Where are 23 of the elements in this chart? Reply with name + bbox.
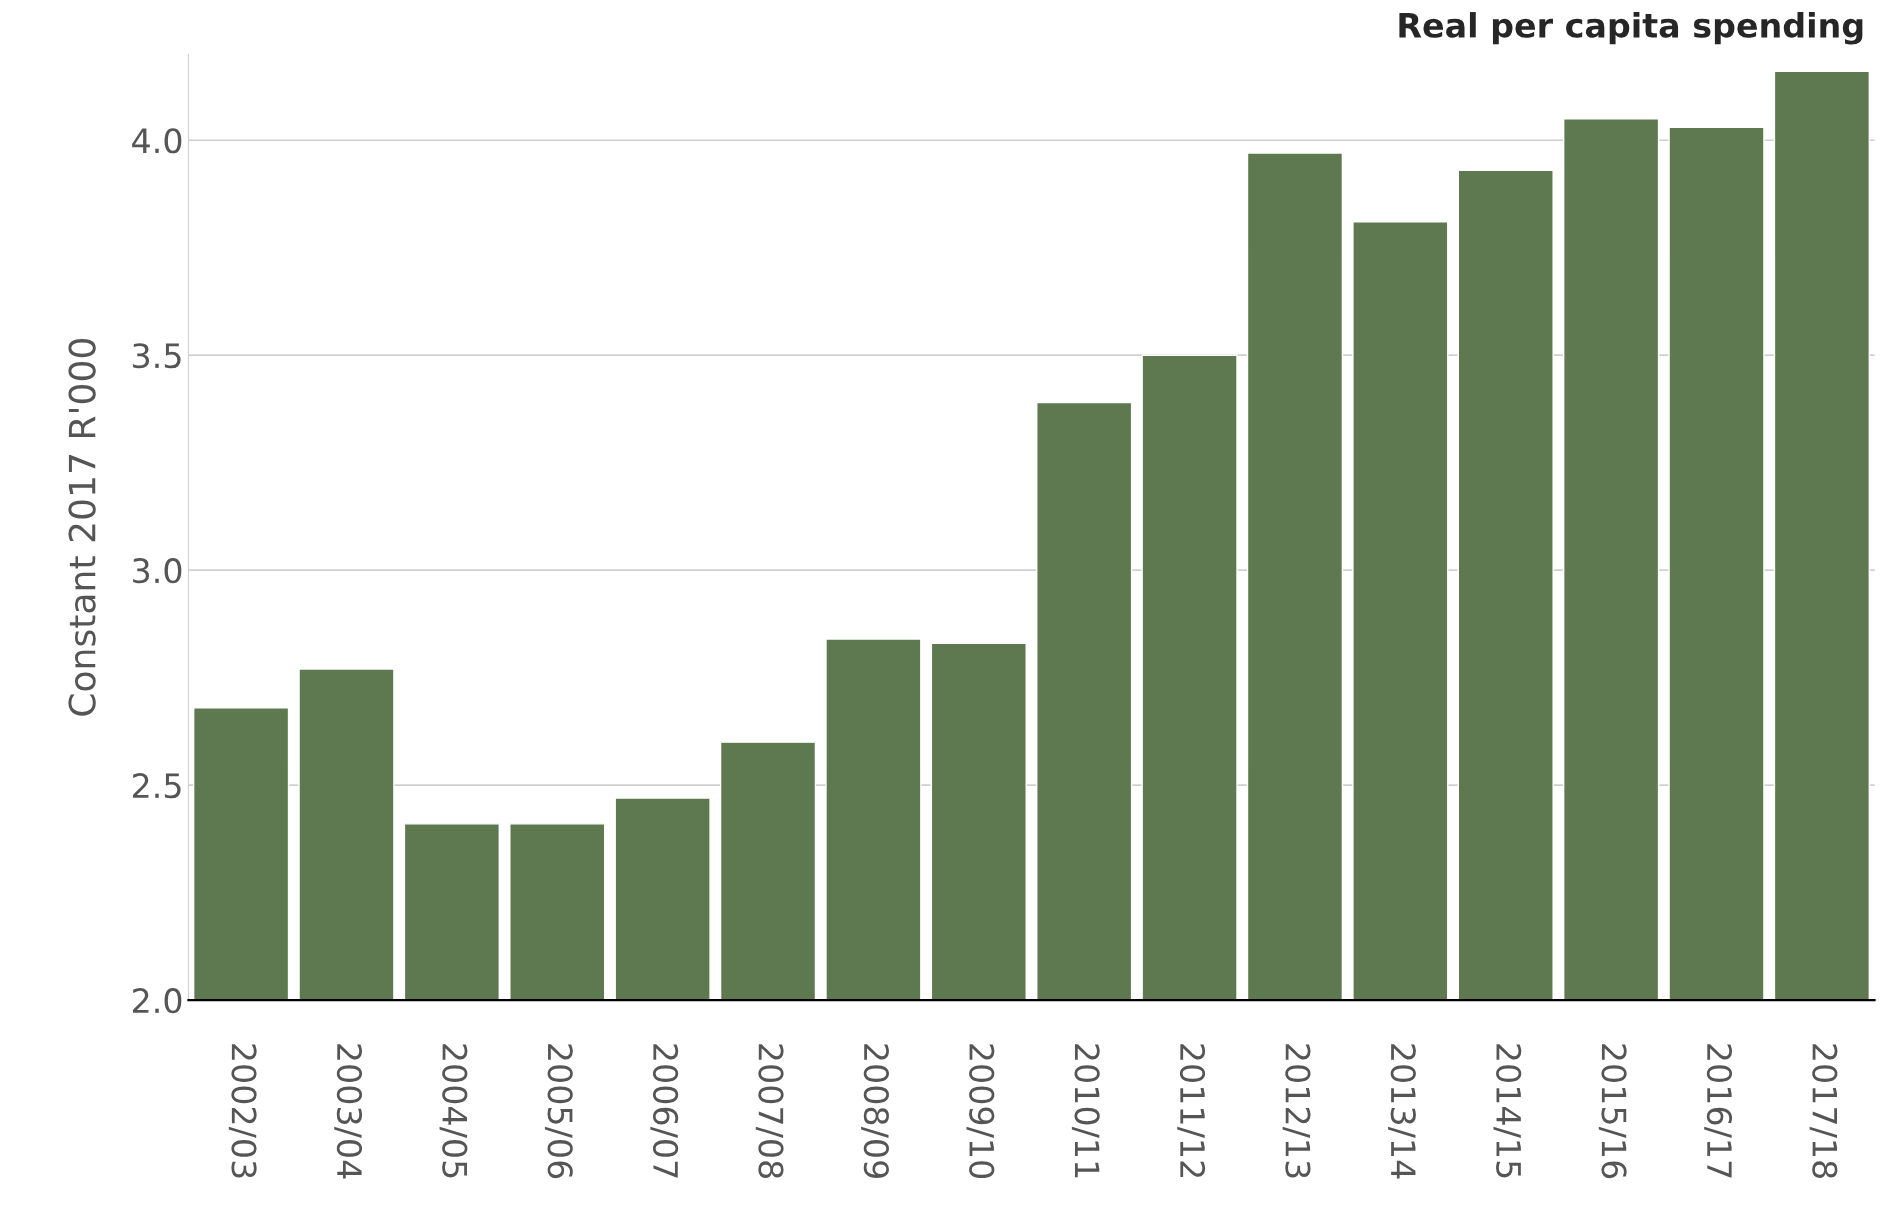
y-tick-label: 2.5 <box>132 773 181 799</box>
x-tick-label: 2003/04 <box>334 1044 363 1179</box>
x-tick-label: 2005/06 <box>544 1044 573 1179</box>
x-tick-label: 2009/10 <box>966 1044 995 1179</box>
y-tick-label: 3.0 <box>133 558 182 584</box>
x-tick-label: 2014/15 <box>1493 1044 1522 1178</box>
x-tick-label: 2007/08 <box>755 1044 784 1179</box>
x-tick-label: 2016/17 <box>1704 1044 1733 1178</box>
x-tick-label: 2008/09 <box>861 1044 889 1178</box>
chart-title: Real per capita spending <box>1399 12 1863 45</box>
x-tick-label: 2017/18 <box>1809 1044 1838 1179</box>
y-tick-label: 2.0 <box>132 988 182 1014</box>
y-axis-title: Constant 2017 R'000 <box>68 339 96 716</box>
x-tick-label: 2004/05 <box>439 1044 468 1178</box>
x-tick-label: 2013/14 <box>1388 1044 1416 1179</box>
x-tick-label: 2012/13 <box>1282 1044 1311 1178</box>
x-tick-label: 2002/03 <box>228 1044 257 1178</box>
x-tick-label: 2010/11 <box>1071 1044 1100 1178</box>
x-tick-label: 2015/16 <box>1598 1044 1627 1179</box>
y-tick-label: 4.0 <box>132 128 182 154</box>
y-tick-label: 3.5 <box>133 343 181 369</box>
x-tick-label: 2011/12 <box>1177 1044 1206 1177</box>
x-tick-label: 2006/07 <box>650 1044 679 1178</box>
